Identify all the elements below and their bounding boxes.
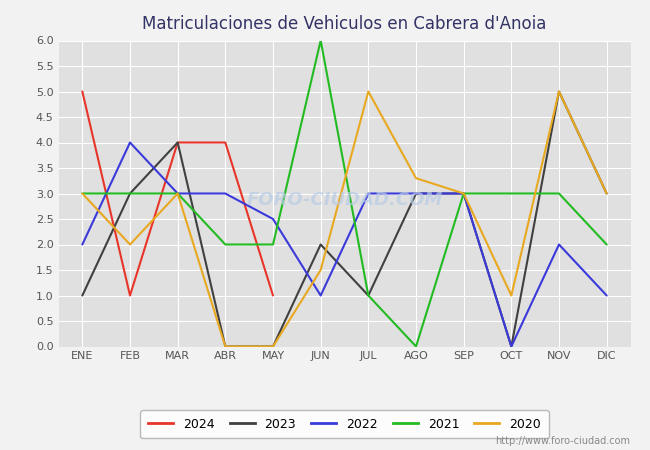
Text: FORO-CIUDAD.COM: FORO-CIUDAD.COM	[246, 191, 443, 209]
2020	[555, 89, 563, 94]
2024	[126, 293, 134, 298]
2024	[79, 89, 86, 94]
2020	[174, 191, 181, 196]
Legend: 2024, 2023, 2022, 2021, 2020: 2024, 2023, 2022, 2021, 2020	[140, 410, 549, 438]
Text: http://www.foro-ciudad.com: http://www.foro-ciudad.com	[495, 436, 630, 446]
2023	[412, 191, 420, 196]
Title: Matriculaciones de Vehiculos en Cabrera d'Anoia: Matriculaciones de Vehiculos en Cabrera …	[142, 15, 547, 33]
2023	[222, 344, 229, 349]
Line: 2022: 2022	[83, 143, 606, 346]
2023	[174, 140, 181, 145]
2020	[603, 191, 610, 196]
2022	[222, 191, 229, 196]
2020	[269, 344, 277, 349]
2022	[412, 191, 420, 196]
2023	[555, 89, 563, 94]
2022	[79, 242, 86, 247]
2022	[603, 293, 610, 298]
2023	[508, 344, 515, 349]
2021	[460, 191, 467, 196]
2022	[269, 216, 277, 222]
2021	[555, 191, 563, 196]
2021	[317, 38, 324, 43]
2023	[460, 191, 467, 196]
2024	[269, 293, 277, 298]
2021	[603, 242, 610, 247]
2022	[508, 344, 515, 349]
Line: 2023: 2023	[83, 91, 606, 346]
2021	[365, 293, 372, 298]
2023	[269, 344, 277, 349]
2023	[126, 191, 134, 196]
2020	[508, 293, 515, 298]
2020	[412, 176, 420, 181]
2022	[174, 191, 181, 196]
2021	[174, 191, 181, 196]
2023	[603, 191, 610, 196]
2021	[508, 191, 515, 196]
Line: 2024: 2024	[83, 91, 273, 296]
2021	[412, 344, 420, 349]
2023	[79, 293, 86, 298]
2024	[174, 140, 181, 145]
2020	[317, 267, 324, 273]
Line: 2020: 2020	[83, 91, 606, 346]
2021	[79, 191, 86, 196]
2022	[365, 191, 372, 196]
2020	[126, 242, 134, 247]
2021	[222, 242, 229, 247]
2023	[317, 242, 324, 247]
2020	[365, 89, 372, 94]
2021	[126, 191, 134, 196]
2022	[317, 293, 324, 298]
2022	[126, 140, 134, 145]
2021	[269, 242, 277, 247]
2023	[365, 293, 372, 298]
2020	[460, 191, 467, 196]
2022	[555, 242, 563, 247]
2022	[460, 191, 467, 196]
Line: 2021: 2021	[83, 40, 606, 346]
2020	[222, 344, 229, 349]
2020	[79, 191, 86, 196]
2024	[222, 140, 229, 145]
